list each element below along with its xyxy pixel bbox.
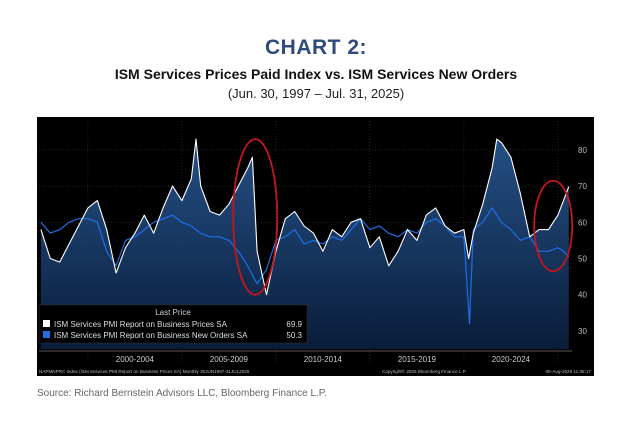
highlight-ellipses [232, 138, 574, 296]
legend-box [38, 304, 308, 344]
legend-value-new-orders: 50.3 [286, 331, 302, 340]
x-tick-label: 2000-2004 [116, 355, 155, 364]
y-tick-label: 40 [578, 291, 587, 300]
footnote-copyright: Copyright© 2025 Bloomberg Finance L.P. [382, 368, 467, 374]
series-lines [40, 138, 570, 325]
legend-swatch-prices [43, 320, 50, 327]
y-tick-label: 70 [578, 182, 587, 191]
y-tick-label: 50 [578, 255, 587, 264]
chart-date-range: (Jun. 30, 1997 – Jul. 31, 2025) [227, 86, 405, 101]
bloomberg-chart: 30 40 50 60 70 80 2000-2004 2005-2009 2010-2014… [37, 117, 594, 376]
series-line-prices [40, 138, 570, 296]
highlight-ellipse-2008 [232, 138, 279, 296]
chart-subtitle: ISM Services Prices Paid Index vs. ISM S… [114, 66, 518, 82]
y-tick-label: 60 [578, 218, 587, 227]
legend-value-prices: 69.9 [286, 320, 302, 329]
y-tick-label: 30 [578, 327, 587, 336]
chart-canvas: 30 40 50 60 70 80 2000-2004 2005-2009 2010-2014… [37, 117, 594, 376]
highlight-ellipse-2025 [533, 179, 574, 273]
y-tick-label: 80 [578, 146, 587, 155]
legend-label-new-orders: ISM Services PMI Report on Business New … [54, 331, 248, 340]
x-tick-label: 2015-2019 [398, 355, 437, 364]
x-tick-label: 2010-2014 [304, 355, 343, 364]
x-tick-label: 2020-2024 [492, 355, 531, 364]
legend-title: Last Price [155, 308, 191, 317]
footnote-timestamp: 05-Aug-2025 11:08:17 [546, 369, 592, 374]
footnote-strip: NAPMNPRC Index (ISM Services PMI Report … [39, 368, 591, 374]
x-tick-label: 2005-2009 [210, 355, 249, 364]
legend: Last Price ISM Services PMI Report on Bu… [38, 304, 308, 344]
chart-heading: CHART 2: [265, 36, 367, 59]
footnote-left: NAPMNPRC Index (ISM Services PMI Report … [39, 369, 250, 374]
y-axis: 30 40 50 60 70 80 [578, 146, 587, 336]
x-axis: 2000-2004 2005-2009 2010-2014 2015-2019 2020… [39, 350, 572, 364]
legend-swatch-new-orders [43, 331, 50, 338]
source-note: Source: Richard Bernstein Advisors LLC, … [37, 388, 327, 399]
legend-label-prices: ISM Services PMI Report on Business Pric… [54, 320, 228, 329]
